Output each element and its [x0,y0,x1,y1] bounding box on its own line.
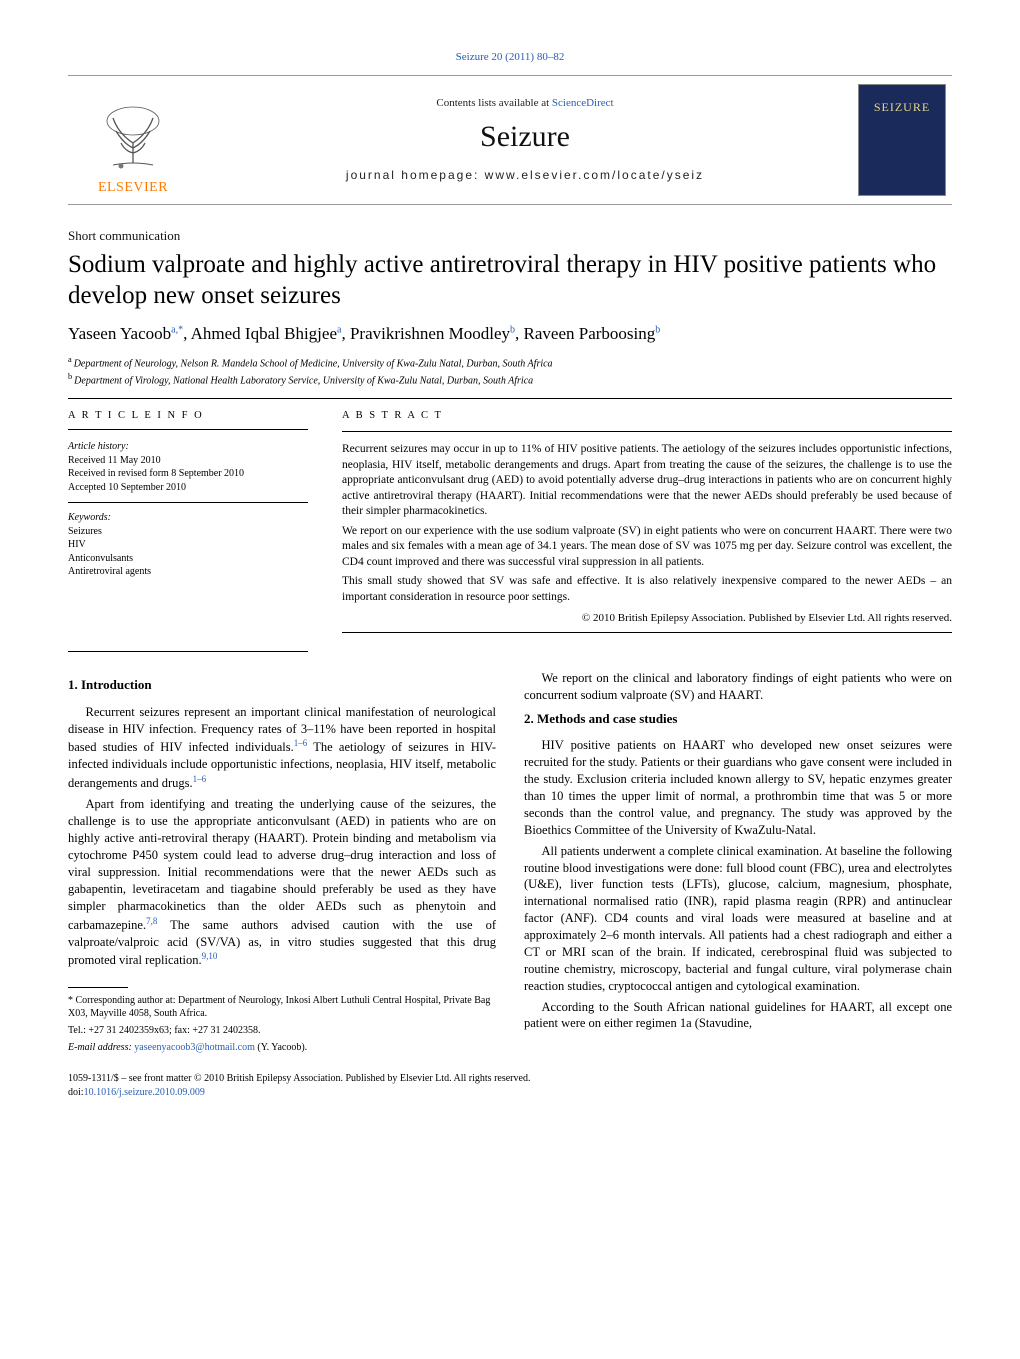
history-revised: Received in revised form 8 September 201… [68,467,308,481]
affiliations: aDepartment of Neurology, Nelson R. Mand… [68,354,952,388]
contents-label: Contents lists available at [436,97,551,109]
intro-p1: Recurrent seizures represent an importan… [68,704,496,793]
top-citation: Seizure 20 (2011) 80–82 [68,50,952,65]
infobox: A R T I C L E I N F O Article history: R… [68,409,952,643]
masthead-center: Contents lists available at ScienceDirec… [198,76,852,204]
article-info: A R T I C L E I N F O Article history: R… [68,409,308,643]
affiliation-a: aDepartment of Neurology, Nelson R. Mand… [68,354,952,371]
keyword-4: Antiretroviral agents [68,565,308,579]
keyword-3: Anticonvulsants [68,552,308,566]
author-1: Yaseen Yacoob [68,324,171,343]
publisher-block: ELSEVIER [68,76,198,204]
history-received: Received 11 May 2010 [68,454,308,468]
contents-line: Contents lists available at ScienceDirec… [436,96,613,111]
abstract-end-rule [342,632,952,633]
doi-link[interactable]: 10.1016/j.seizure.2010.09.009 [84,1087,205,1098]
journal-title: Seizure [480,117,570,158]
journal-cover-thumb: SEIZURE [858,84,946,196]
abstract-p3: This small study showed that SV was safe… [342,574,952,605]
footnote-rule [68,987,128,988]
sciencedirect-link[interactable]: ScienceDirect [552,97,614,109]
author-4-aff: b [655,325,660,336]
doi-line: doi:10.1016/j.seizure.2010.09.009 [68,1086,952,1100]
ref-7-8[interactable]: 7,8 [146,916,157,926]
footnote-tel: Tel.: +27 31 2402359x63; fax: +27 31 240… [68,1024,496,1037]
authors-line: Yaseen Yacooba,*, Ahmed Iqbal Bhigjeea, … [68,323,952,346]
rule-bottom [68,651,308,652]
abstract-copyright: © 2010 British Epilepsy Association. Pub… [342,611,952,626]
ref-1-6b[interactable]: 1–6 [193,774,207,784]
cover-word: SEIZURE [874,99,930,115]
elsevier-tree-icon [83,103,183,175]
article-title: Sodium valproate and highly active antir… [68,250,952,311]
methods-heading: 2. Methods and case studies [524,710,952,728]
article-info-heading: A R T I C L E I N F O [68,409,308,423]
article-history: Article history: Received 11 May 2010 Re… [68,440,308,503]
intro-heading: 1. Introduction [68,676,496,694]
journal-homepage: journal homepage: www.elsevier.com/locat… [346,167,704,183]
front-matter-line: 1059-1311/$ – see front matter © 2010 Br… [68,1072,952,1086]
methods-p2: All patients underwent a complete clinic… [524,843,952,995]
methods-p3: According to the South African national … [524,999,952,1033]
ref-9-10[interactable]: 9,10 [202,951,218,961]
end-matter: 1059-1311/$ – see front matter © 2010 Br… [68,1072,952,1099]
publisher-name: ELSEVIER [98,179,168,198]
abstract-rule [342,431,952,432]
footnote-email: E-mail address: yaseenyacoob3@hotmail.co… [68,1041,496,1054]
methods-p1: HIV positive patients on HAART who devel… [524,737,952,838]
cover-thumb-wrap: SEIZURE [852,76,952,204]
author-1-aff: a,* [171,325,183,336]
author-2: , Ahmed Iqbal Bhigjee [183,324,337,343]
email-link[interactable]: yaseenyacoob3@hotmail.com [134,1042,255,1053]
keyword-2: HIV [68,538,308,552]
abstract-p2: We report on our experience with the use… [342,524,952,571]
keyword-1: Seizures [68,525,308,539]
abstract-heading: A B S T R A C T [342,409,952,423]
author-4: , Raveen Parboosing [515,324,655,343]
history-accepted: Accepted 10 September 2010 [68,481,308,495]
rule-top [68,398,952,399]
intro-p3: We report on the clinical and laboratory… [524,670,952,704]
footnote-corresponding: * Corresponding author at: Department of… [68,994,496,1020]
author-3: , Pravikrishnen Moodley [341,324,510,343]
body-columns: 1. Introduction Recurrent seizures repre… [68,670,952,1058]
abstract-block: A B S T R A C T Recurrent seizures may o… [342,409,952,643]
ref-1-6a[interactable]: 1–6 [294,738,308,748]
keywords-block: Keywords: Seizures HIV Anticonvulsants A… [68,511,308,587]
info-rule-1 [68,429,308,430]
keywords-label: Keywords: [68,512,111,523]
masthead: ELSEVIER Contents lists available at Sci… [68,75,952,205]
affiliation-b: bDepartment of Virology, National Health… [68,371,952,388]
intro-p2: Apart from identifying and treating the … [68,796,496,969]
abstract-p1: Recurrent seizures may occur in up to 11… [342,442,952,520]
history-label: Article history: [68,441,129,452]
article-type: Short communication [68,227,952,245]
